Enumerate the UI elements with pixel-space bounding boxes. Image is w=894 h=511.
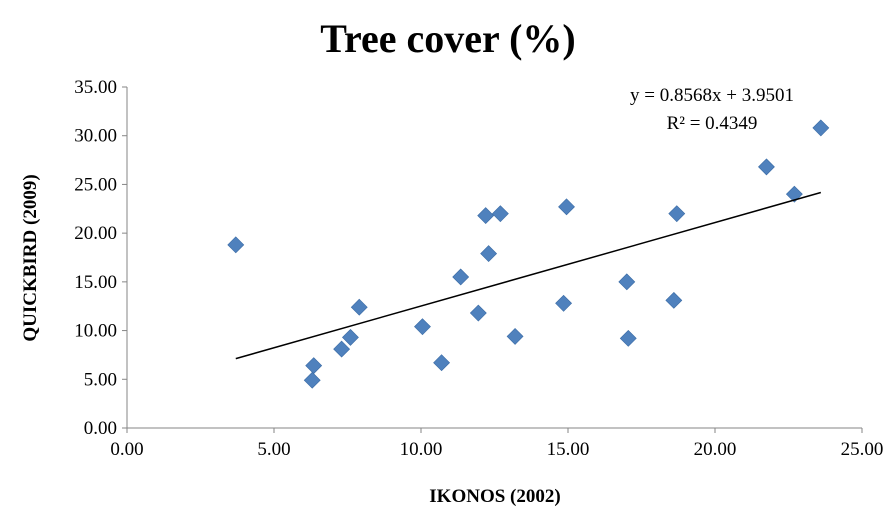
data-point — [452, 268, 470, 286]
data-point — [350, 298, 368, 316]
data-point — [555, 294, 573, 312]
y-tick-label: 30.00 — [74, 126, 117, 147]
data-point — [618, 273, 636, 291]
data-point — [303, 371, 321, 389]
data-point — [227, 236, 245, 254]
data-point — [558, 198, 575, 216]
x-tick-label: 10.00 — [400, 439, 443, 460]
chart-title: Tree cover (%) — [320, 16, 575, 61]
data-point — [665, 291, 683, 309]
y-tick-label: 25.00 — [74, 174, 117, 195]
x-axis-title: IKONOS (2002) — [429, 486, 560, 507]
data-point — [477, 207, 495, 225]
data-point — [506, 327, 524, 345]
data-point — [342, 328, 359, 346]
y-axis-ticks: 0.00 5.00 10.00 15.00 20.00 25.00 30.00 35.00 — [74, 77, 127, 439]
y-tick-label: 20.00 — [74, 223, 117, 244]
data-point — [812, 119, 830, 137]
data-point — [758, 158, 775, 176]
y-tick-label: 10.00 — [74, 321, 117, 342]
data-point — [668, 205, 686, 223]
x-tick-label: 0.00 — [110, 439, 143, 460]
x-tick-label: 15.00 — [547, 439, 590, 460]
data-point — [433, 354, 451, 372]
y-tick-label: 35.00 — [74, 77, 117, 98]
data-point — [619, 329, 637, 347]
trendline-r-squared: R² = 0.4349 — [667, 113, 758, 134]
data-point — [333, 340, 351, 358]
data-point — [414, 318, 431, 336]
data-point — [469, 304, 487, 322]
trendline — [235, 191, 822, 360]
y-axis-title: QUICKBIRD (2009) — [20, 174, 41, 341]
y-tick-label: 5.00 — [84, 369, 117, 390]
x-tick-label: 25.00 — [841, 439, 884, 460]
x-tick-label: 20.00 — [694, 439, 737, 460]
trendline-equation: y = 0.8568x + 3.9501 — [630, 85, 794, 106]
x-axis-ticks: 0.00 5.00 10.00 15.00 20.00 25.00 — [110, 428, 883, 460]
data-points — [227, 119, 830, 389]
data-point — [480, 245, 498, 263]
data-point — [491, 205, 509, 223]
x-tick-label: 5.00 — [257, 439, 290, 460]
data-point — [305, 357, 323, 375]
y-tick-label: 15.00 — [74, 272, 117, 293]
y-tick-label: 0.00 — [84, 418, 117, 439]
